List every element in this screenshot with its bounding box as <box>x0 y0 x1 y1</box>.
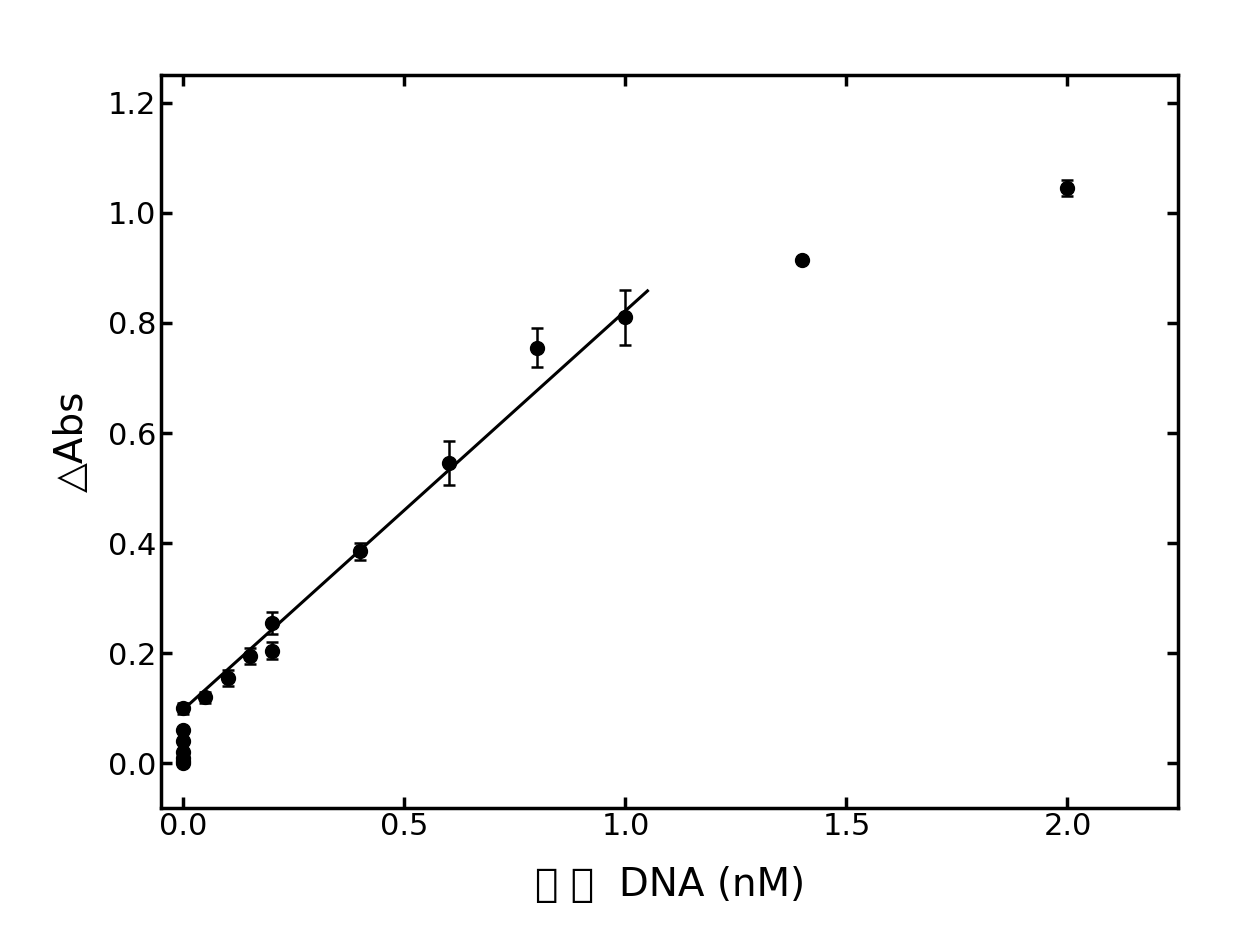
Y-axis label: △Abs: △Abs <box>53 391 92 492</box>
X-axis label: 目 标  DNA (nM): 目 标 DNA (nM) <box>534 867 805 904</box>
